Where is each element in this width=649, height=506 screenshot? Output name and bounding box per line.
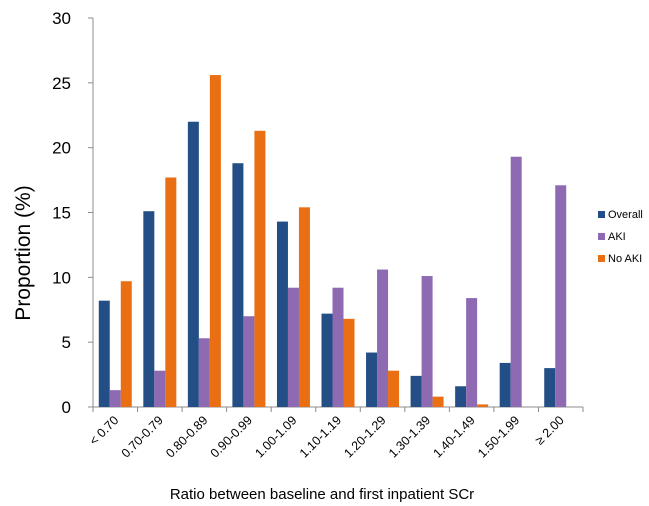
x-tick-label: 1.40-1.49 — [431, 413, 478, 460]
legend-swatch — [598, 255, 605, 262]
bar-aki — [332, 287, 344, 407]
y-tick-label: 0 — [62, 398, 71, 417]
bar-overall — [455, 386, 467, 407]
y-tick-label: 15 — [52, 204, 71, 223]
bar-aki — [243, 316, 255, 407]
x-tick-label: < 0.70 — [87, 413, 122, 448]
x-tick-label: 1.20-1.29 — [341, 413, 388, 460]
bar-no-aki — [477, 404, 489, 407]
bars — [98, 75, 567, 407]
y-axis-title: Proportion (%) — [12, 185, 35, 320]
bar-no-aki — [254, 130, 266, 407]
bar-no-aki — [298, 207, 310, 407]
bar-aki — [510, 156, 522, 407]
y-tick-label: 25 — [52, 74, 71, 93]
legend-swatch — [598, 211, 605, 218]
y-tick-label: 5 — [62, 333, 71, 352]
bar-no-aki — [388, 370, 400, 407]
bar-aki — [555, 185, 567, 407]
legend-label: Overall — [608, 209, 643, 221]
bar-overall — [321, 313, 333, 407]
bar-overall — [98, 300, 110, 407]
legend: Overall AKI No AKI — [598, 209, 643, 265]
y-axis: 0 5 10 15 20 25 30 — [52, 9, 94, 417]
x-tick-label: 1.50-1.99 — [475, 413, 522, 460]
x-tick-label: 0.90-0.99 — [208, 413, 255, 460]
bar-overall — [232, 163, 244, 407]
bar-overall — [410, 375, 422, 407]
y-tick-label: 20 — [52, 139, 71, 158]
bar-aki — [377, 269, 389, 407]
bar-no-aki — [432, 396, 444, 407]
legend-swatch — [598, 233, 605, 240]
bar-overall — [143, 211, 155, 407]
bar-overall — [187, 121, 199, 407]
bar-no-aki — [209, 75, 221, 407]
bar-overall — [366, 352, 378, 407]
bar-no-aki — [120, 281, 132, 407]
x-tick-label: 1.30-1.39 — [386, 413, 433, 460]
legend-label: AKI — [608, 231, 626, 243]
legend-label: No AKI — [608, 253, 642, 265]
x-axis-title: Ratio between baseline and first inpatie… — [170, 486, 474, 503]
x-axis: < 0.700.70-0.790.80-0.890.90-0.991.00-1.… — [87, 406, 584, 460]
bar-aki — [287, 287, 299, 407]
x-tick-label: 1.00-1.09 — [252, 413, 299, 460]
x-tick-label: 0.70-0.79 — [119, 413, 166, 460]
bar-no-aki — [343, 318, 355, 407]
x-tick-label: 1.10-1.19 — [297, 413, 344, 460]
bar-aki — [154, 370, 166, 407]
bar-aki — [466, 298, 478, 407]
bar-no-aki — [165, 177, 177, 407]
bar-aki — [109, 390, 121, 407]
y-tick-label: 30 — [52, 9, 71, 28]
y-tick-label: 10 — [52, 268, 71, 287]
bar-overall — [544, 368, 556, 407]
bar-overall — [499, 362, 511, 407]
x-tick-label: 0.80-0.89 — [163, 413, 210, 460]
bar-aki — [421, 276, 433, 407]
x-tick-label: ≥ 2.00 — [532, 413, 566, 447]
bar-aki — [198, 338, 210, 407]
bar-overall — [276, 221, 288, 407]
